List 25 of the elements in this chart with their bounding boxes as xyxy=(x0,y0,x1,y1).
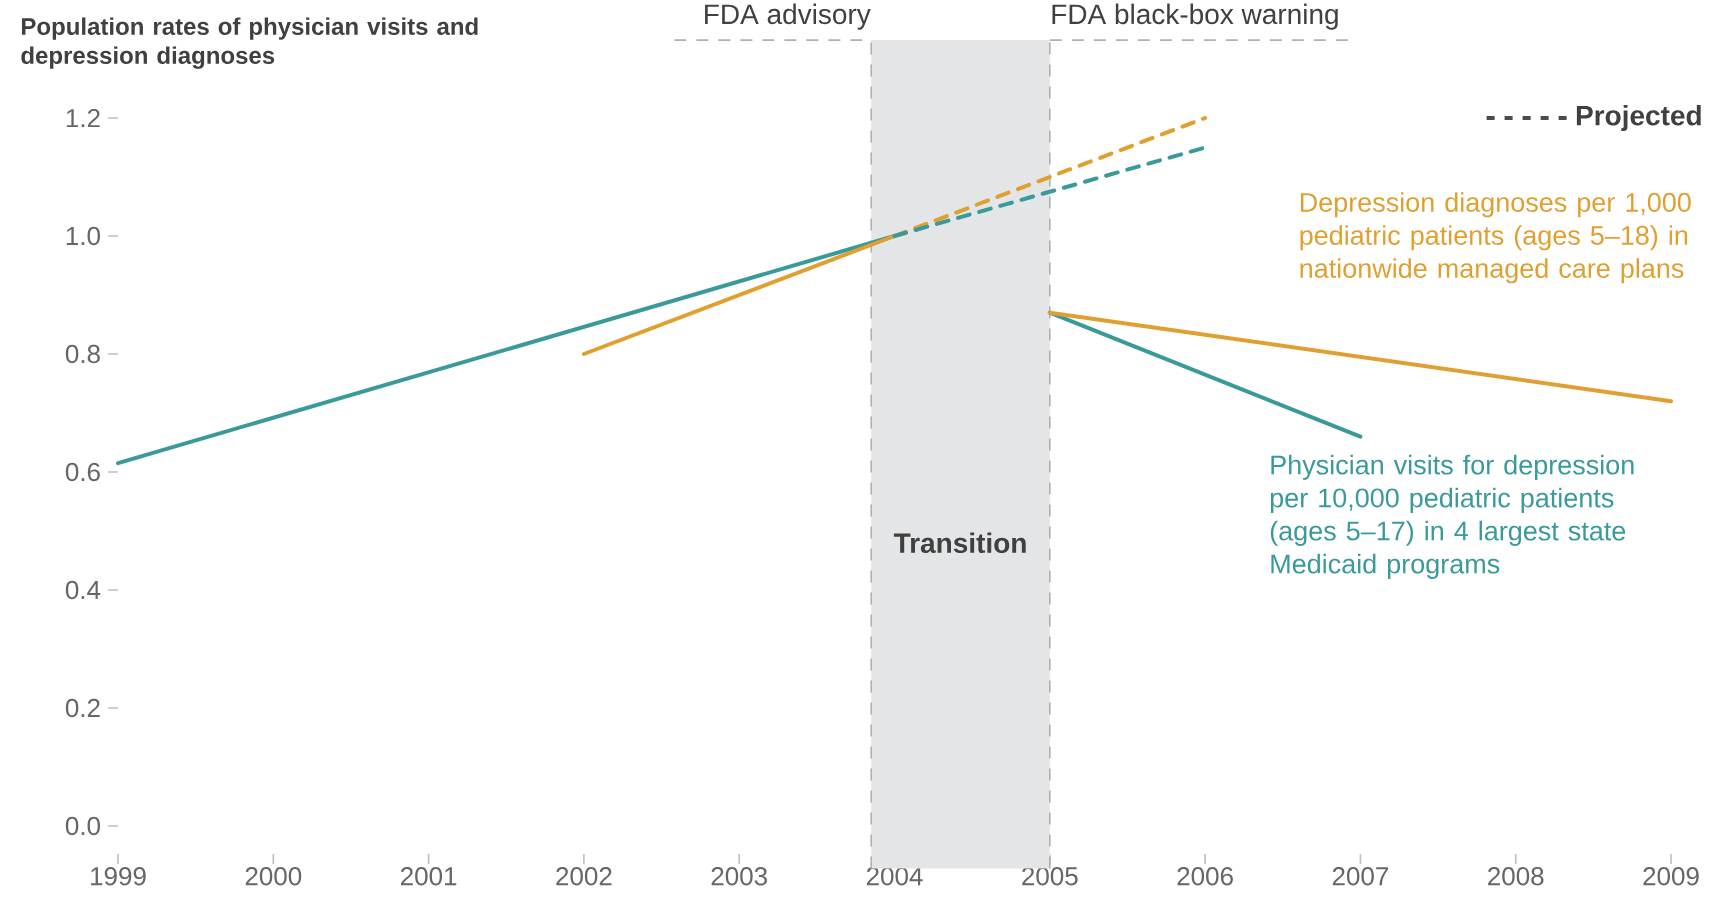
x-tick-label: 2004 xyxy=(866,867,923,886)
x-tick-label: 2007 xyxy=(1332,867,1388,886)
band-label: Transition xyxy=(893,532,1026,554)
x-tick-label: 2008 xyxy=(1488,867,1544,886)
x-tick-label: 2006 xyxy=(1177,867,1233,886)
text: Depression diagnoses per 1,000 pediatric patients (ages 5–18) in nationwide managed care plans xyxy=(1300,192,1691,284)
x-tick-label: 2005 xyxy=(1022,867,1078,886)
annotation: Projected xyxy=(1576,104,1701,132)
y-tick-label: 0.2 xyxy=(65,698,100,718)
x-tick-label: 1999 xyxy=(91,867,146,886)
ref-line-label: FDA advisory xyxy=(705,3,871,30)
series-label: Physician visits for depression per 10,000 pediatric patients (ages 5–17) in 4 largest state Medicaid programs xyxy=(1270,454,1634,579)
y-tick-label: 0.6 xyxy=(65,462,100,482)
y-tick-label: 0.0 xyxy=(65,816,100,836)
x-tick-label: 2003 xyxy=(711,867,767,886)
x-tick-label: 2002 xyxy=(556,867,612,886)
ref-line-label: FDA black-box warning xyxy=(1052,3,1338,30)
x-tick-label: 2000 xyxy=(245,867,302,886)
y-tick-label: 1.2 xyxy=(66,108,100,128)
y-tick-label: 1.0 xyxy=(66,226,100,246)
x-tick-label: 2001 xyxy=(401,867,457,886)
y-tick-label: 0.4 xyxy=(65,580,101,600)
x-tick-label: 2009 xyxy=(1643,867,1699,886)
y-axis-title: Population rates of physician visits and depression diagnoses xyxy=(21,17,478,69)
y-tick-label: 0.8 xyxy=(65,344,100,364)
